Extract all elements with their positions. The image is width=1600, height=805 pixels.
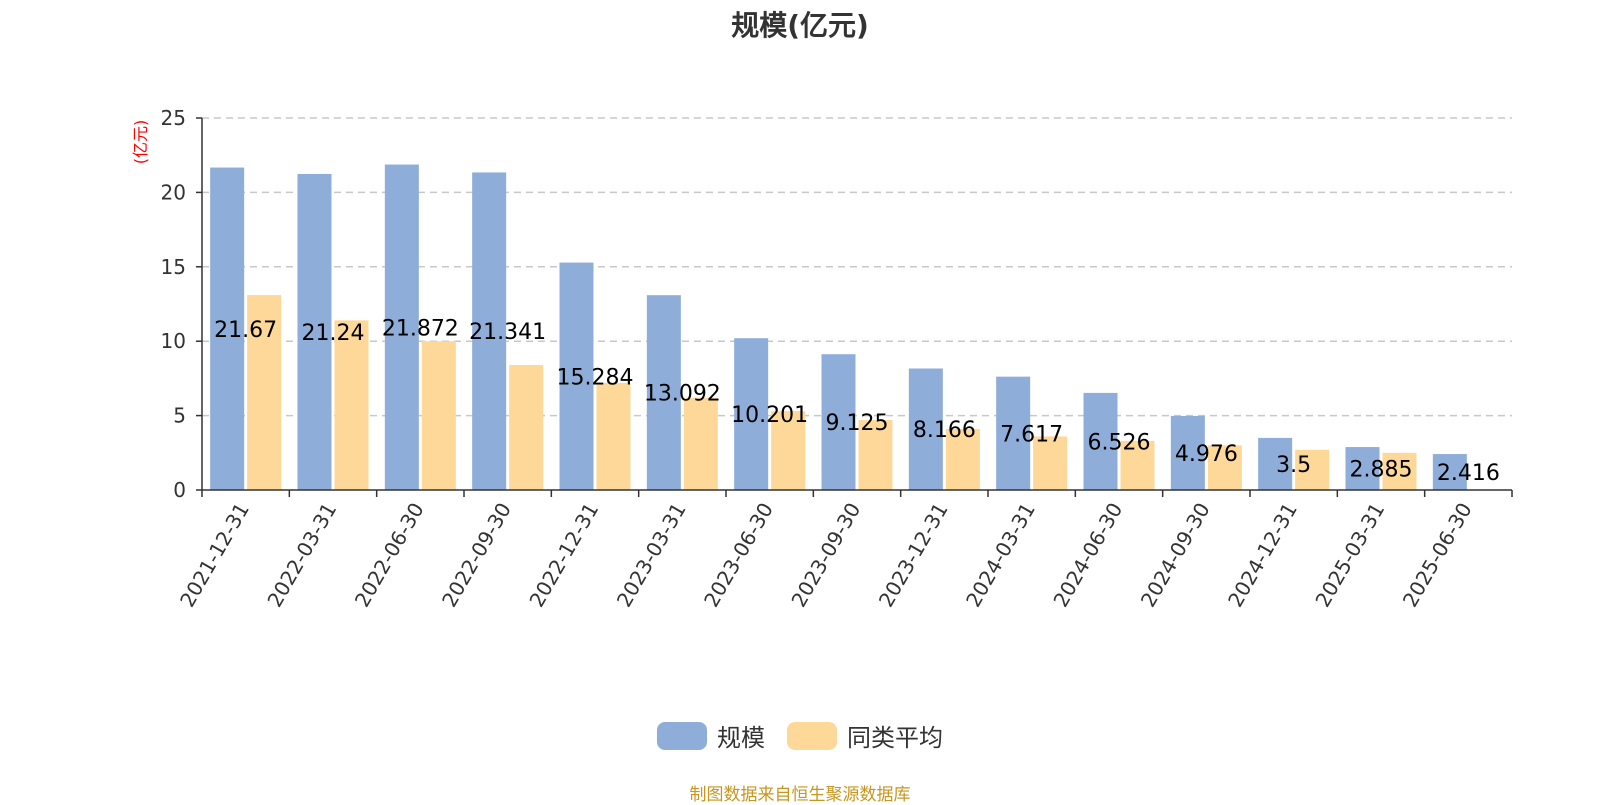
bar-average [596,382,631,490]
data-label-scale: 21.341 [469,320,546,345]
x-tick-label: 2022-09-30 [437,498,516,611]
x-tick-label: 2023-06-30 [699,499,778,612]
bar-scale [297,173,332,491]
bar-scale [734,338,769,490]
x-tick-label: 2023-09-30 [786,499,865,612]
bar-average [945,428,980,490]
bar-scale [908,368,943,490]
bar-scale [1345,447,1380,490]
y-tick-label: 10 [161,329,186,353]
bar-average [334,320,369,490]
y-tick-label: 0 [173,478,186,502]
x-tick-label: 2025-06-30 [1398,499,1477,612]
data-label-scale: 13.092 [644,382,721,407]
data-label-scale: 21.67 [214,318,277,343]
data-label-scale: 4.976 [1175,442,1238,467]
legend-item-average[interactable]: 同类平均 [787,718,943,753]
data-label-scale: 3.5 [1276,453,1311,478]
legend-label-average: 同类平均 [847,724,943,752]
x-tick-label: 2024-12-31 [1223,499,1302,612]
bar-chart: 0 5 10 15 20 25 2021-12-31 2022-03-31 2022-06-30… [131,106,1513,612]
data-label-scale: 21.24 [302,321,365,346]
bar-scale [1083,392,1118,490]
bar-scale [210,167,245,490]
x-tick-label: 2022-06-30 [350,499,429,612]
data-label-scale: 10.201 [731,403,808,428]
legend-item-scale[interactable]: 规模 [657,718,765,753]
bar-scale [1258,437,1293,490]
x-tick-label: 2023-12-31 [874,498,953,611]
bar-average [247,295,282,490]
bar-average [509,365,544,490]
data-label-scale: 2.416 [1437,461,1500,486]
x-tick-label: 2024-06-30 [1048,499,1127,612]
bar-average [1382,452,1417,490]
data-label-scale: 6.526 [1088,430,1151,455]
bar-average [858,420,893,490]
data-labels: 21.67 21.24 21.872 21.341 15.284 13.092 10.201… [214,316,1500,486]
data-label-scale: 9.125 [826,411,889,436]
bar-average [1120,440,1155,490]
legend-label-scale: 规模 [717,724,765,752]
bar-average [421,341,456,490]
bar-scale [1432,454,1467,490]
bar-average [1207,445,1242,490]
bar-average [1033,436,1068,490]
data-label-scale: 21.872 [382,316,459,341]
data-label-scale: 8.166 [913,418,976,443]
grid-lines [202,117,1512,417]
bars [210,164,1467,491]
bar-average [683,397,718,490]
data-label-scale: 2.885 [1350,458,1413,483]
y-axis-unit-label: (亿元) [131,120,150,165]
legend-swatch-average [787,721,837,750]
y-tick-label: 25 [161,106,186,130]
legend: 规模 同类平均 [0,718,1600,753]
chart-title: 规模(亿元) [731,9,869,42]
y-tick-label: 20 [161,180,186,204]
bar-average [1295,449,1330,490]
bar-scale [1170,415,1205,490]
bar-scale [472,172,507,490]
bar-scale [646,295,681,490]
x-tick-label: 2024-03-31 [961,499,1040,612]
x-tick-label: 2024-09-30 [1136,499,1215,612]
x-tick-label: 2022-12-31 [524,499,603,612]
x-tick-label: 2023-03-31 [612,499,691,612]
legend-swatch-scale [657,721,707,750]
bar-scale [996,376,1031,490]
data-label-scale: 15.284 [557,365,634,390]
y-tick-label: 5 [173,404,186,428]
bar-scale [559,262,594,490]
source-note: 制图数据来自恒生聚源数据库 [689,785,911,805]
y-tick-label: 15 [161,255,186,279]
x-tick-label: 2022-03-31 [262,499,341,612]
x-tick-label: 2021-12-31 [175,499,254,612]
data-label-scale: 7.617 [1000,422,1063,447]
x-tick-label: 2025-03-31 [1310,499,1389,612]
bar-scale [821,354,856,490]
bar-average [771,411,806,490]
bar-scale [384,164,419,490]
